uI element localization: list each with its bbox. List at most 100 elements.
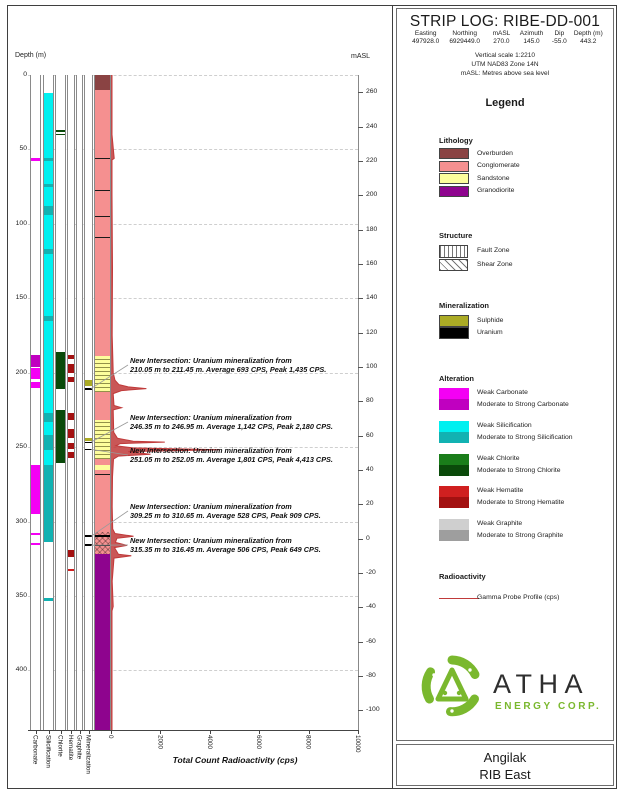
segment-strong [68,442,74,449]
legend-swatch-overburden [439,148,469,159]
project-area: RIB East [479,767,531,782]
depth-tick-label: 350 [15,592,27,599]
atha-logo-icon [421,655,480,717]
field-value: 443.2 [580,38,597,45]
annotation-line2: 315.35 m to 316.45 m. Average 506 CPS, P… [130,545,321,555]
annotation-line1: New Intersection: Uranium mineralization… [130,446,292,455]
segment-weak [44,320,53,413]
segment-sulphide [85,380,92,387]
masl-tick [358,504,363,506]
depth-tick-label: 150 [15,294,27,302]
segment-uranium [85,387,92,390]
masl-tick [358,572,363,574]
legend-swatch-uranium [439,327,469,340]
depth-tick-label: 50 [19,145,27,153]
masl-tick-label: 80 [366,397,374,405]
legend-swatch-shear-zone [439,258,468,271]
legend-item-conglomerate: Conglomerate [477,162,520,170]
masl-tick [358,366,363,368]
masl-tick [358,641,363,643]
masl-tick-label: 120 [366,328,378,336]
cps-tick-label: 6000 [255,735,263,750]
page-frame [7,5,617,789]
masl-tick [358,435,363,437]
gamma-profile [111,75,221,730]
legend-section-structure: Structure [439,231,473,240]
legend-item-weak-silicification: Weak Silicification [477,421,532,429]
masl-tick-label: 200 [366,191,378,199]
masl-tick-label: -20 [366,568,376,576]
legend-swatch-moderate-to-strong-silicification [439,431,469,443]
lithology-sandstone [95,465,110,470]
lithology-contact-line [95,237,110,239]
cps-tick-label: 8000 [304,735,312,750]
track-label: Chlorite [56,735,64,757]
gamma-profile-fill [111,75,220,730]
masl-tick-label: 20 [366,500,374,508]
legend-swatch-fault-zone [439,245,468,258]
uranium-band [95,535,110,538]
legend-section-lithology: Lithology [439,136,473,145]
segment-weak [44,253,53,317]
axis-tick [88,730,90,734]
segment-strong [68,412,74,421]
masl-tick [358,263,363,265]
masl-tick-label: -60 [366,637,376,645]
segment-uranium [85,544,92,547]
masl-tick [358,710,363,712]
intersection-annotation: New Intersection: Uranium mineralization… [130,413,372,432]
cps-tick-label: 2000 [156,735,164,750]
track-label: Mineralization [84,735,92,774]
masl-tick-label: 220 [366,156,378,164]
annotation-line1: New Intersection: Uranium mineralization… [130,413,292,422]
segment-strong [44,158,53,162]
legend-swatch-moderate-to-strong-chlorite [439,464,469,476]
legend-item-weak-hematite: Weak Hematite [477,487,524,495]
collar-info-table: Easting 497928.0 Northing 6929449.0 mASL 270.… [409,30,605,46]
masl-axis-line [358,75,359,730]
segment-weak [44,161,53,184]
atha-logo-subtitle: ENERGY CORP. [495,701,602,712]
legend-section-radioactivity: Radioactivity [439,572,486,581]
lithology-conglomerate [95,392,110,421]
uranium-band [95,544,110,546]
legend-section-alteration: Alteration [439,374,475,383]
segment-weak [44,214,53,250]
field-label: mASL [492,30,511,37]
legend-item-weak-carbonate: Weak Carbonate [477,389,528,396]
intersection-annotation: New Intersection: Uranium mineralization… [130,536,372,555]
segment-strong [44,465,53,543]
field-value: 270.0 [493,38,510,45]
track-label: Silicification [44,735,52,768]
legend-swatch-weak-silicification [439,420,469,432]
panel-divider [392,5,393,789]
segment-strong [56,351,65,390]
legend-swatch-weak-chlorite [439,453,469,465]
segment-strong [44,249,53,254]
collar-field-depth-m-: Depth (m) 443.2 [572,30,605,46]
segment-weak [31,158,40,161]
collar-field-easting: Easting 497928.0 [409,30,442,46]
segment-strong [56,130,65,132]
masl-tick-label: 140 [366,294,378,302]
masl-tick-label: 160 [366,259,378,267]
annotation-line2: 246.35 m to 246.95 m. Average 1,142 CPS,… [130,422,333,432]
field-value: 6929449.0 [449,38,481,45]
segment-weak [31,543,40,546]
masl-tick [358,229,363,231]
masl-tick-label: 0 [366,534,370,542]
annotation-line1: New Intersection: Uranium mineralization… [130,502,292,511]
legend-swatch-moderate-to-strong-hematite [439,497,469,509]
legend-sections: Lithology Overburden Conglomerate Sandstone… [397,9,613,740]
scale-note: mASL: Metres above sea level [460,70,550,77]
track-chlorite [55,75,66,730]
masl-tick-label: -40 [366,603,376,611]
masl-tick [358,401,363,403]
legend-title: Legend [485,97,525,109]
legend-item-fault-zone: Fault Zone [477,247,510,255]
track-mineralization [84,75,93,730]
field-label: Northing [452,30,477,37]
annotation-line1: New Intersection: Uranium mineralization… [130,356,292,365]
segment-strong [68,429,74,439]
legend-item-weak-chlorite: Weak Chlorite [477,454,520,462]
